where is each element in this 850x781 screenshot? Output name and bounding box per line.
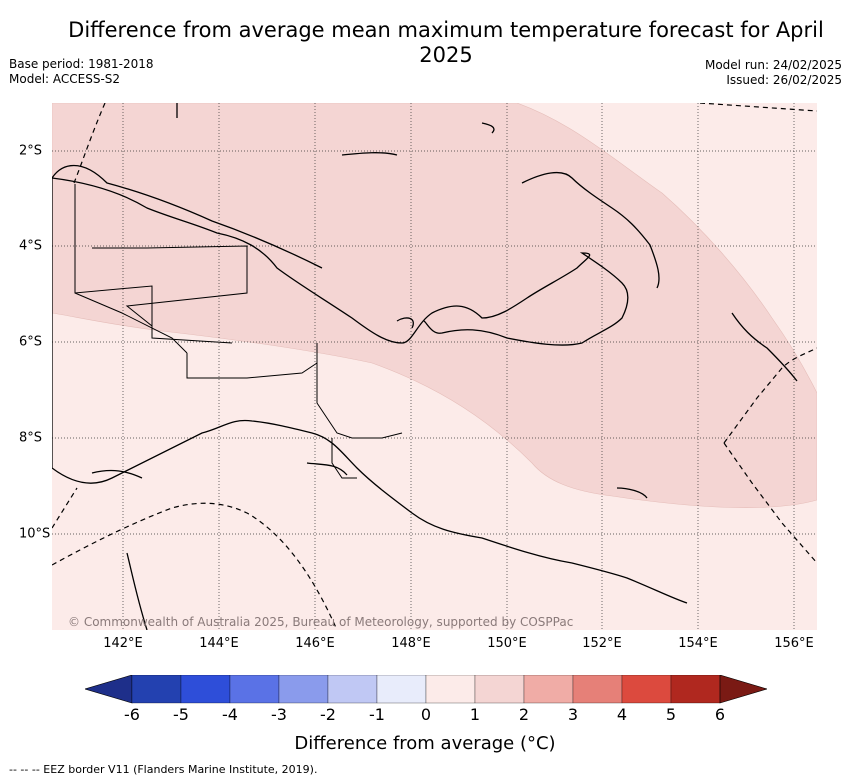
lat-label: 10°S bbox=[19, 526, 51, 542]
coastlines bbox=[51, 103, 798, 631]
lon-label: 156°E bbox=[774, 636, 814, 651]
colorbar-segment bbox=[229, 674, 280, 704]
lon-label: 142°E bbox=[103, 636, 143, 651]
colorbar-tick: 3 bbox=[567, 705, 579, 724]
lat-label: 2°S bbox=[19, 143, 43, 159]
lon-label: 144°E bbox=[199, 636, 239, 651]
colorbar-tick: 1 bbox=[469, 705, 481, 724]
colorbar-tick: 6 bbox=[714, 705, 726, 724]
model-name: Model: ACCESS-S2 bbox=[9, 72, 121, 86]
map-svg bbox=[51, 102, 818, 631]
colorbar-segment bbox=[670, 674, 721, 704]
lon-label: 150°E bbox=[487, 636, 527, 651]
colorbar-segment bbox=[572, 674, 623, 704]
map-panel bbox=[51, 102, 818, 631]
colorbar-tick: 2 bbox=[518, 705, 530, 724]
colorbar-segment bbox=[376, 674, 427, 704]
meta-right: Model run: 24/02/2025 Issued: 26/02/2025 bbox=[705, 58, 842, 88]
lon-label: 148°E bbox=[391, 636, 431, 651]
colorbar-tick: -4 bbox=[222, 705, 238, 724]
colorbar-extend-high bbox=[719, 674, 769, 704]
copyright-notice: © Commonwealth of Australia 2025, Bureau… bbox=[68, 615, 574, 629]
colorbar-segment bbox=[474, 674, 525, 704]
colorbar-tick: 5 bbox=[665, 705, 677, 724]
colorbar-svg bbox=[83, 674, 769, 704]
colorbar-segment bbox=[621, 674, 672, 704]
anomaly-region-high bbox=[51, 102, 818, 508]
lon-label: 152°E bbox=[582, 636, 622, 651]
graticule bbox=[52, 103, 817, 630]
model-run: Model run: 24/02/2025 bbox=[704, 58, 842, 72]
colorbar-tick: -3 bbox=[271, 705, 287, 724]
colorbar-segment bbox=[327, 674, 378, 704]
meta-left: Base period: 1981-2018 Model: ACCESS-S2 bbox=[9, 57, 154, 87]
colorbar-extend-low bbox=[83, 674, 133, 704]
colorbar-segment bbox=[523, 674, 574, 704]
issued-date: Issued: 26/02/2025 bbox=[726, 73, 842, 87]
lat-label: 6°S bbox=[19, 334, 43, 350]
colorbar-tick: -1 bbox=[369, 705, 385, 724]
borders bbox=[74, 184, 403, 479]
map-title: Difference from average mean maximum tem… bbox=[68, 18, 824, 67]
colorbar-segment bbox=[180, 674, 231, 704]
eez-borders bbox=[51, 102, 818, 631]
colorbar-tick: -6 bbox=[124, 705, 140, 724]
colorbar-tick: -5 bbox=[173, 705, 189, 724]
colorbar-tick: 4 bbox=[616, 705, 628, 724]
colorbar-tick: 0 bbox=[420, 705, 432, 724]
colorbar-segment bbox=[425, 674, 476, 704]
eez-legend-note: -- -- -- EEZ border V11 (Flanders Marine… bbox=[9, 763, 318, 776]
colorbar-label: Difference from average (°C) bbox=[294, 733, 556, 754]
colorbar-segment bbox=[278, 674, 329, 704]
lon-label: 146°E bbox=[295, 636, 335, 651]
base-period: Base period: 1981-2018 bbox=[9, 57, 154, 71]
colorbar bbox=[83, 674, 769, 705]
colorbar-segment bbox=[131, 674, 182, 704]
lat-label: 8°S bbox=[19, 430, 43, 446]
colorbar-tick: -2 bbox=[320, 705, 336, 724]
lat-label: 4°S bbox=[19, 238, 43, 254]
lon-label: 154°E bbox=[678, 636, 718, 651]
